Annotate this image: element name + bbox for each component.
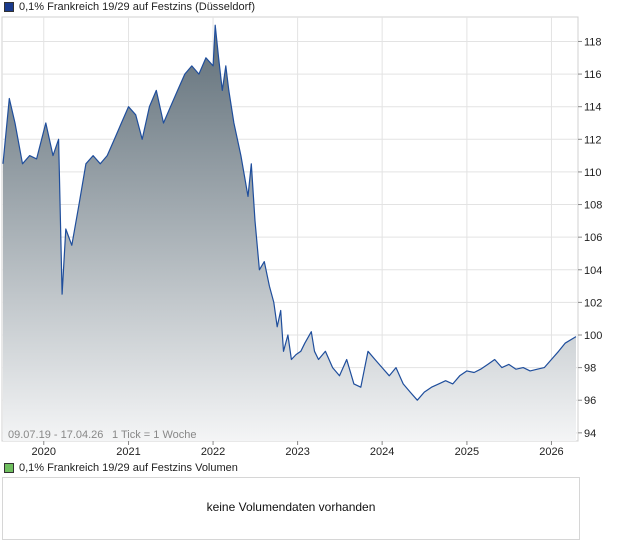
y-tick-label: 108 — [584, 200, 602, 212]
price-legend-swatch — [4, 2, 14, 12]
price-legend-label: 0,1% Frankreich 19/29 auf Festzins (Düss… — [19, 1, 255, 13]
volume-legend: 0,1% Frankreich 19/29 auf Festzins Volum… — [4, 461, 238, 475]
x-tick-label: 2026 — [539, 446, 563, 458]
y-tick-label: 110 — [584, 167, 602, 179]
y-tick-label: 104 — [584, 265, 602, 277]
x-tick-label: 2024 — [370, 446, 394, 458]
tick-interval-label: 1 Tick = 1 Woche — [112, 429, 196, 441]
price-chart: 94 96 98 100 102 104 106 108 110 112 114 116 118 2020… — [1, 16, 602, 458]
y-tick-label: 116 — [584, 69, 602, 81]
price-line — [2, 24, 577, 401]
x-tick-label: 2025 — [455, 446, 479, 458]
x-tick-label: 2020 — [32, 446, 56, 458]
x-tick-label: 2021 — [116, 446, 140, 458]
y-tick-label: 118 — [584, 36, 602, 48]
price-legend: 0,1% Frankreich 19/29 auf Festzins (Düss… — [4, 0, 255, 14]
x-tick-label: 2022 — [201, 446, 225, 458]
y-tick-label: 96 — [584, 395, 596, 407]
y-tick-label: 112 — [584, 134, 602, 146]
y-tick-label: 100 — [584, 330, 602, 342]
y-tick-label: 102 — [584, 297, 602, 309]
y-tick-label: 114 — [584, 102, 602, 114]
y-tick-label: 106 — [584, 232, 602, 244]
price-area — [3, 25, 576, 441]
y-tick-label: 94 — [584, 428, 596, 440]
x-tick-label: 2023 — [285, 446, 309, 458]
date-range-label: 09.07.19 - 17.04.26 — [8, 429, 103, 441]
volume-legend-swatch — [4, 463, 14, 473]
volume-panel: keine Volumendaten vorhanden — [2, 477, 580, 540]
volume-legend-label: 0,1% Frankreich 19/29 auf Festzins Volum… — [19, 462, 238, 474]
no-volume-message: keine Volumendaten vorhanden — [206, 500, 376, 514]
y-tick-label: 98 — [584, 363, 596, 375]
